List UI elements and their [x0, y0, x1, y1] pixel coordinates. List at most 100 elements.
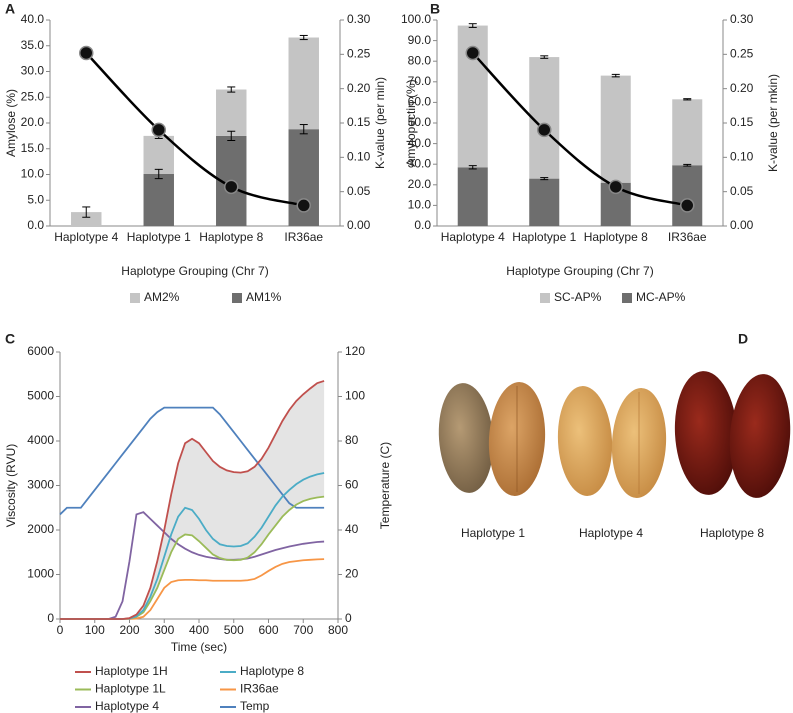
y-tick-label: 3000 — [27, 478, 54, 492]
legend-label: Temp — [240, 699, 270, 713]
y2-tick-label: 0.20 — [347, 81, 371, 95]
y-tick-label: 6000 — [27, 344, 54, 358]
y2-tick-label: 80 — [345, 433, 359, 447]
bar-segment — [672, 99, 703, 166]
y-tick-label: 50.0 — [408, 115, 432, 129]
legend-label: MC-AP% — [636, 290, 686, 304]
y2-axis-title: K-value (per min) — [373, 77, 387, 169]
x-tick-label-box: IR36ae — [668, 230, 707, 244]
x-tick-label-box: Haplotype 4 — [54, 230, 119, 244]
y2-tick-label: 120 — [345, 344, 365, 358]
photo-label: Haplotype 4 — [579, 526, 643, 540]
series-line — [60, 380, 325, 620]
x-tick-label: IR36ae — [284, 230, 324, 244]
panel-letter: C — [5, 331, 15, 347]
photo-label: Haplotype 8 — [700, 526, 764, 540]
legend-swatch — [540, 293, 550, 303]
y-tick-label: 20.0 — [408, 177, 432, 191]
y2-tick-label: 20 — [345, 567, 359, 581]
k-value-marker — [537, 122, 552, 138]
y-tick-label: 15.0 — [21, 141, 45, 155]
bar-segment — [143, 135, 174, 174]
bar-segment — [600, 75, 631, 183]
y-tick-label: 0.0 — [27, 218, 44, 232]
x-tick-label: 800 — [328, 623, 348, 637]
grain — [557, 386, 613, 496]
x-tick-label-box: Haplotype 4 — [440, 230, 505, 244]
y2-tick-label: 0.10 — [347, 150, 371, 164]
y-tick-label: 40.0 — [408, 136, 432, 150]
error-bar — [299, 34, 308, 41]
x-tick-label: 0 — [57, 623, 64, 637]
legend-label: Haplotype 1L — [95, 682, 166, 696]
grain — [674, 371, 738, 495]
bar-segment — [288, 37, 319, 130]
y2-tick-label: 0.00 — [730, 218, 754, 232]
y-tick-label: 10.0 — [21, 167, 45, 181]
k-value-line — [471, 52, 688, 207]
y2-tick-label: 100 — [345, 389, 365, 403]
x-axis-title: Haplotype Grouping (Chr 7) — [121, 264, 268, 278]
y-tick-label: 30.0 — [408, 156, 432, 170]
y-tick-label: 0.0 — [414, 218, 431, 232]
x-tick-label: Haplotype 8 — [199, 230, 264, 244]
error-bar — [227, 86, 236, 93]
error-bar — [683, 163, 692, 167]
grain — [729, 374, 791, 498]
x-tick-label-box: Haplotype 8 — [584, 230, 648, 244]
legend-label: AM2% — [144, 290, 180, 304]
panel-letter: A — [5, 1, 15, 17]
y-tick-label: 0 — [47, 611, 54, 625]
x-tick-label-box: Haplotype 1 — [126, 230, 191, 244]
bar-segment — [529, 178, 560, 226]
y-tick-label: 80.0 — [408, 53, 432, 67]
chart-panel: B 0.0 10.0 20.0 30.0 40.0 50.0 60.0 70.0 80.0 90.0… — [401, 1, 780, 304]
panel-letter: B — [430, 1, 440, 17]
y2-axis-title: K-value (per mkin) — [766, 74, 780, 172]
k-value-marker — [79, 45, 94, 61]
y-axis-title: Amylopectin (%) — [404, 79, 418, 166]
y-tick-label: 60.0 — [408, 95, 432, 109]
y-axis-title: Amylose (%) — [4, 89, 18, 157]
y-tick-label: 2000 — [27, 522, 54, 536]
x-tick-label: 200 — [119, 623, 139, 637]
error-bar — [683, 98, 692, 101]
y-tick-label: 5000 — [27, 389, 54, 403]
legend-label: Haplotype 8 — [240, 664, 304, 678]
y2-tick-label: 0.15 — [347, 115, 371, 129]
x-tick-label: 600 — [258, 623, 278, 637]
legend-label: SC-AP% — [554, 290, 602, 304]
grain — [438, 383, 494, 493]
y-tick-label: 40.0 — [21, 12, 45, 26]
k-value-marker — [296, 198, 311, 213]
legend-swatch — [130, 293, 140, 303]
y2-tick-label: 0.10 — [730, 150, 754, 164]
x-tick-label: Haplotype 4 — [440, 230, 505, 244]
x-tick-label: Haplotype 4 — [54, 230, 119, 244]
x-tick-label: 100 — [85, 623, 105, 637]
y2-tick-label: 0.20 — [730, 81, 754, 95]
y-tick-label: 70.0 — [408, 74, 432, 88]
y2-axis-title: Temperature (C) — [378, 442, 392, 529]
y2-tick-label: 0.05 — [730, 184, 754, 198]
x-tick-label: 500 — [224, 623, 244, 637]
y2-tick-label: 40 — [345, 522, 359, 536]
y-tick-label: 100.0 — [401, 12, 431, 26]
y2-tick-label: 60 — [345, 478, 359, 492]
y-tick-label: 5.0 — [27, 192, 44, 206]
photo-label: Haplotype 1 — [461, 526, 525, 540]
chart-panel: A 0.0 5.0 10.0 15.0 20.0 25.0 30.0 35.0 40.0 0.00 0… — [4, 1, 387, 304]
error-bar — [540, 177, 549, 181]
bar-segment — [529, 57, 560, 179]
y2-tick-label: 0.15 — [730, 115, 754, 129]
x-axis-title: Haplotype Grouping (Chr 7) — [506, 264, 653, 278]
legend-label: IR36ae — [240, 682, 279, 696]
x-tick-label: 400 — [189, 623, 209, 637]
x-tick-label: Haplotype 1 — [126, 230, 191, 244]
x-tick-label-box: Haplotype 8 — [199, 230, 264, 244]
y-tick-label: 20.0 — [21, 115, 45, 129]
y-tick-label: 10.0 — [408, 198, 432, 212]
k-value-marker — [224, 179, 239, 195]
